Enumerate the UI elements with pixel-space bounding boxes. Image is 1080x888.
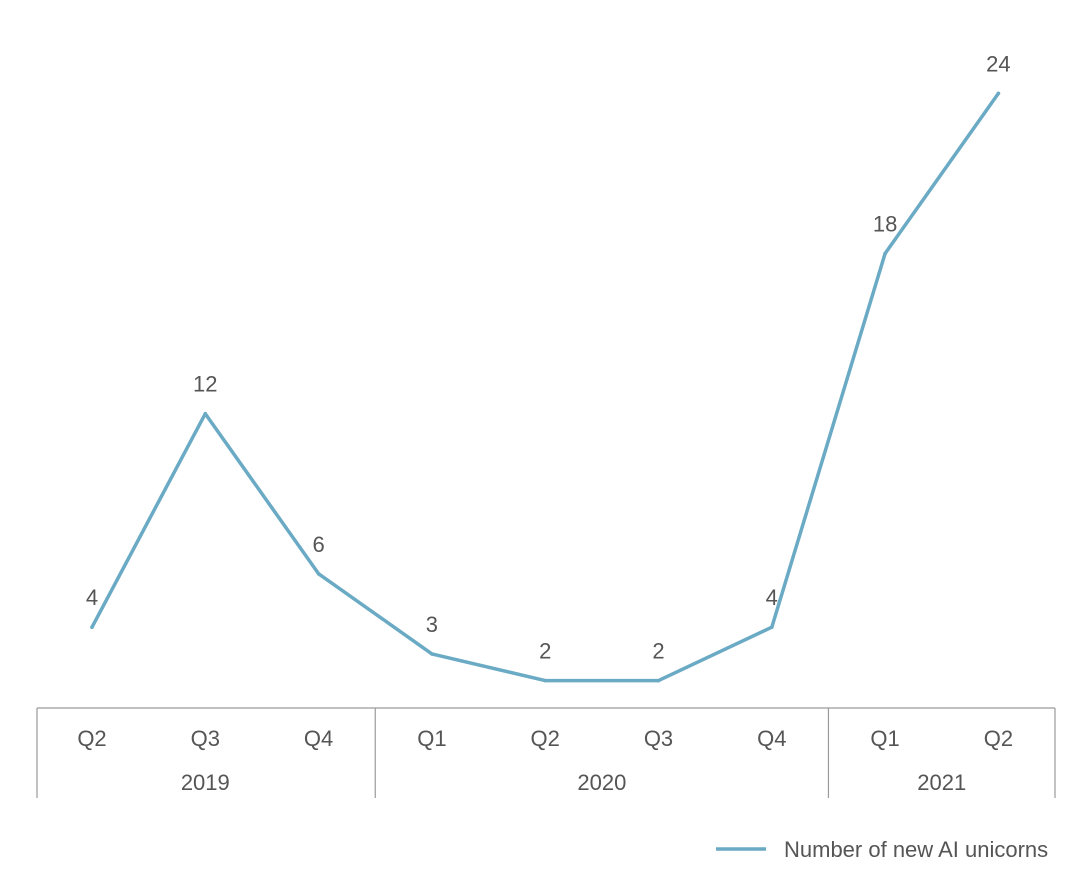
x-tick-label: Q2 (531, 726, 560, 751)
series-line (90, 91, 1001, 683)
series-layer (90, 91, 1001, 683)
x-tick-label: Q3 (644, 726, 673, 751)
data-point (770, 625, 774, 630)
data-label: 18 (873, 212, 897, 237)
x-tick-label: Q1 (417, 726, 446, 751)
data-point (203, 411, 208, 416)
data-label: 4 (766, 585, 778, 610)
data-label: 2 (539, 639, 551, 664)
x-tick-label: Q4 (757, 726, 786, 751)
x-tick-label: Q1 (870, 726, 899, 751)
data-point (90, 625, 94, 630)
data-label: 6 (312, 532, 324, 557)
legend: Number of new AI unicorns (716, 837, 1048, 862)
data-label: 3 (426, 612, 438, 637)
x-tick-label: Q3 (191, 726, 220, 751)
year-group-label: 2021 (917, 770, 966, 795)
category-axis-table: Q2 Q3 Q4 Q1 Q2 Q3 Q4 Q1 Q2 2019 2020 2021 (36, 707, 1056, 798)
data-point (430, 652, 434, 656)
data-point (543, 678, 547, 683)
data-point (656, 678, 661, 683)
data-label: 24 (986, 51, 1010, 76)
data-label: 12 (193, 372, 217, 397)
data-point (883, 251, 887, 256)
data-point (996, 91, 1001, 96)
data-point (316, 572, 321, 576)
x-tick-label: Q2 (77, 726, 106, 751)
data-label: 4 (86, 585, 98, 610)
x-tick-label: Q4 (304, 726, 333, 751)
year-group-label: 2019 (181, 770, 230, 795)
legend-label: Number of new AI unicorns (784, 837, 1048, 862)
data-label: 2 (652, 639, 664, 664)
year-group-label: 2020 (577, 770, 626, 795)
x-tick-label: Q2 (984, 726, 1013, 751)
